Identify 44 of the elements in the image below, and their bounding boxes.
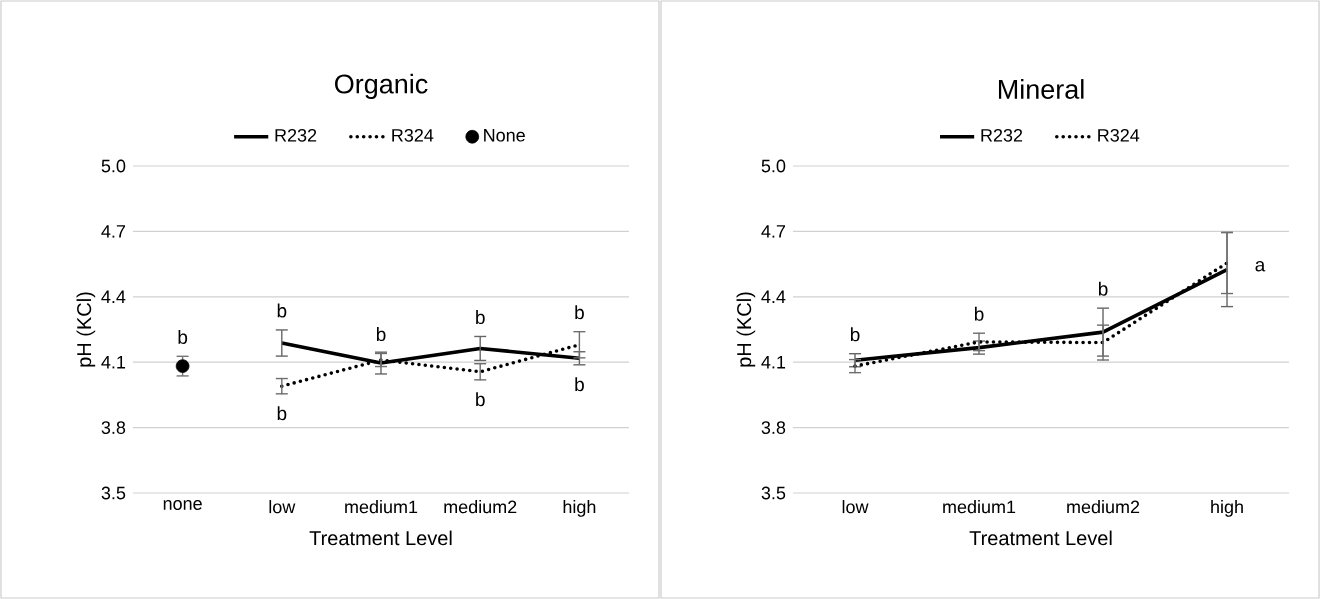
x-tick-label: high [563,500,596,517]
chart-title: Mineral [998,79,1084,99]
x-tick-label: low [269,500,296,514]
annotation: b [476,310,485,325]
x-tick-label: medium2 [1067,500,1140,514]
y-tick-label: 3.8 [101,421,126,434]
y-axis-title: pH (KCl) [76,292,96,367]
y-tick-label: 4.1 [761,356,786,369]
y-tick-label: 4.4 [101,290,126,303]
annotation: b [277,406,287,421]
legend-label: None [484,129,525,142]
annotation: b [1098,281,1108,296]
annotation: b [850,327,860,342]
y-tick-label: 5.0 [761,159,786,173]
chart-title: Organic [335,73,428,99]
annotation: b [277,303,287,318]
legend-label: R232 [981,128,1023,142]
y-tick-label: 4.7 [761,225,786,238]
y-tick-label: 5.0 [101,159,126,173]
legend-label: R232 [275,128,317,142]
annotation: b [575,305,584,320]
y-tick-label: 3.8 [761,421,786,434]
x-axis-title: Treatment Level [309,530,452,546]
x-tick-label: high [1211,500,1243,517]
y-tick-label: 4.1 [101,356,126,369]
y-tick-label: 3.5 [101,486,126,500]
x-tick-label: low [842,500,869,514]
x-tick-label: none [163,500,202,510]
annotation: b [974,306,984,321]
annotation: b [575,377,584,392]
x-axis-title: Treatment Level [969,530,1112,546]
annotation: b [476,392,485,407]
x-tick-label: medium2 [444,500,517,514]
y-tick-label: 3.5 [761,486,786,500]
y-tick-label: 4.7 [101,225,126,238]
y-tick-label: 4.4 [761,290,786,303]
annotation: a [1255,261,1266,272]
x-tick-label: medium1 [943,500,1016,514]
legend-label: R324 [392,128,434,142]
x-tick-label: medium1 [345,500,418,514]
annotation: b [376,327,386,342]
y-axis-title: pH (KCl) [736,292,756,367]
legend-label: R324 [1098,128,1140,142]
annotation: b [178,329,188,344]
